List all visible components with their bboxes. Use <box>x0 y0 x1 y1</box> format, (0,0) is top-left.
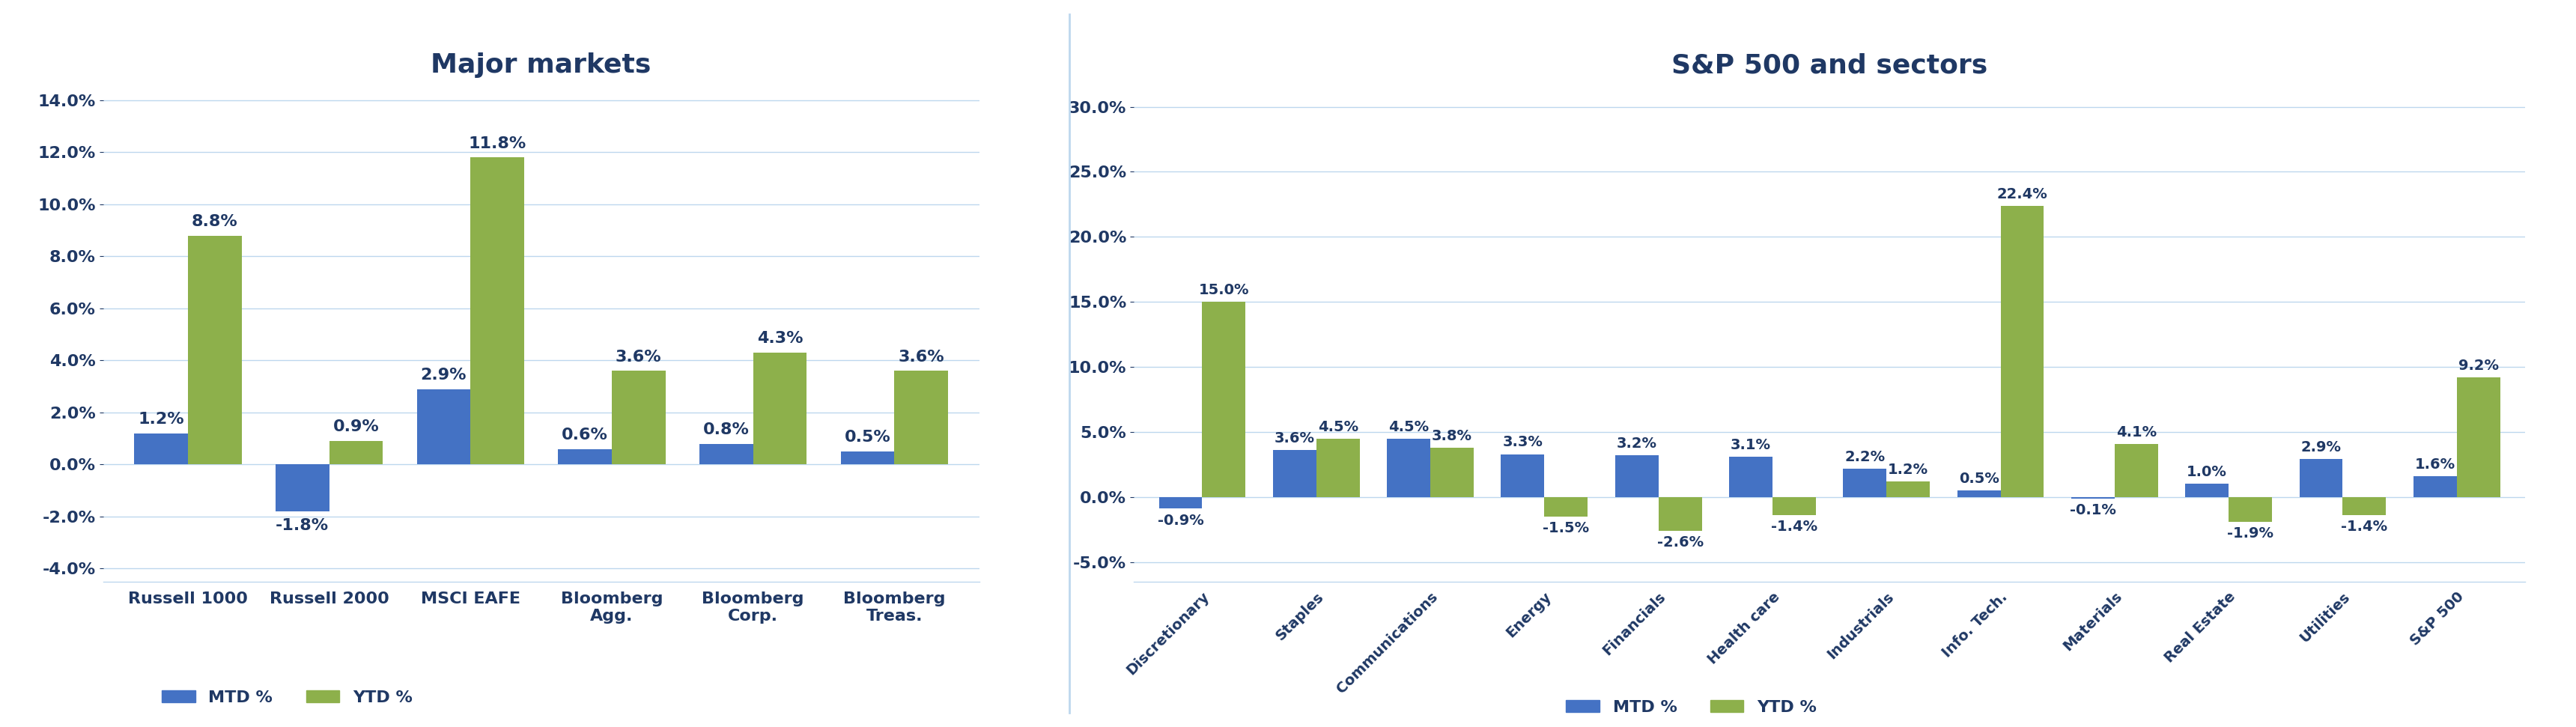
Legend: MTD %, YTD %: MTD %, YTD % <box>155 683 420 712</box>
Text: 0.9%: 0.9% <box>332 419 379 435</box>
Text: 9.2%: 9.2% <box>2458 358 2499 373</box>
Text: -1.9%: -1.9% <box>2226 526 2272 541</box>
Text: -0.1%: -0.1% <box>2069 503 2115 517</box>
Bar <box>1203 302 1244 497</box>
Bar <box>752 353 806 465</box>
Bar <box>2455 377 2499 497</box>
Text: 1.2%: 1.2% <box>1888 462 1927 477</box>
Bar <box>1999 206 2043 497</box>
Text: 0.8%: 0.8% <box>703 422 750 437</box>
Bar <box>2228 497 2272 522</box>
Bar <box>1772 497 1816 515</box>
Text: 4.5%: 4.5% <box>1388 419 1430 434</box>
Bar <box>1316 438 1360 497</box>
Text: -1.5%: -1.5% <box>1543 521 1589 535</box>
Bar <box>2342 497 2385 515</box>
Bar <box>559 449 611 465</box>
Bar <box>330 441 384 465</box>
Title: Major markets: Major markets <box>430 52 652 78</box>
Text: 3.2%: 3.2% <box>1615 437 1656 451</box>
Text: 11.8%: 11.8% <box>469 136 526 151</box>
Text: -1.8%: -1.8% <box>276 518 330 533</box>
Bar <box>1615 455 1659 497</box>
Bar <box>1543 497 1587 517</box>
Title: S&P 500 and sectors: S&P 500 and sectors <box>1672 52 1986 78</box>
Text: 0.5%: 0.5% <box>1958 472 1999 486</box>
Text: 0.6%: 0.6% <box>562 427 608 443</box>
Text: -1.4%: -1.4% <box>2342 520 2388 534</box>
Text: 3.8%: 3.8% <box>1432 429 1471 443</box>
Text: 8.8%: 8.8% <box>191 214 237 229</box>
Text: 15.0%: 15.0% <box>1198 283 1249 297</box>
Bar <box>1958 491 1999 497</box>
Bar <box>134 433 188 465</box>
Bar <box>1842 468 1886 497</box>
Bar <box>1659 497 1700 531</box>
Legend: MTD %, YTD %: MTD %, YTD % <box>1558 694 1824 722</box>
Bar <box>1886 481 1929 497</box>
Text: 4.1%: 4.1% <box>2115 425 2156 439</box>
Bar <box>2115 443 2156 497</box>
Text: -2.6%: -2.6% <box>1656 535 1703 550</box>
Text: 4.5%: 4.5% <box>1316 419 1358 434</box>
Bar <box>188 236 242 465</box>
Bar <box>417 389 471 465</box>
Bar <box>611 371 665 465</box>
Bar <box>2298 459 2342 497</box>
Text: 1.2%: 1.2% <box>139 411 183 427</box>
Text: -1.4%: -1.4% <box>1770 520 1816 534</box>
Text: 22.4%: 22.4% <box>1996 187 2048 201</box>
Text: 1.0%: 1.0% <box>2187 465 2226 480</box>
Bar <box>840 451 894 465</box>
Bar <box>1728 457 1772 497</box>
Text: 0.5%: 0.5% <box>845 430 891 445</box>
Bar <box>698 443 752 465</box>
Text: 3.6%: 3.6% <box>899 350 943 364</box>
Bar <box>1386 438 1430 497</box>
Text: 1.6%: 1.6% <box>2414 457 2455 472</box>
Text: 2.2%: 2.2% <box>1844 449 1886 464</box>
Bar <box>1273 450 1316 497</box>
Text: 2.9%: 2.9% <box>420 368 466 382</box>
Bar <box>2184 484 2228 497</box>
Bar <box>276 465 330 511</box>
Text: 3.6%: 3.6% <box>1275 431 1314 446</box>
Text: 4.3%: 4.3% <box>757 332 804 346</box>
Text: -0.9%: -0.9% <box>1157 513 1203 528</box>
Bar <box>1430 448 1473 497</box>
Bar <box>1502 454 1543 497</box>
Text: 2.9%: 2.9% <box>2300 441 2342 455</box>
Text: 3.3%: 3.3% <box>1502 435 1543 449</box>
Text: 3.6%: 3.6% <box>616 350 662 364</box>
Bar <box>1159 497 1203 509</box>
Bar <box>2071 497 2115 498</box>
Bar <box>894 371 948 465</box>
Text: 3.1%: 3.1% <box>1731 438 1770 452</box>
Bar <box>471 158 523 465</box>
Bar <box>2414 476 2455 497</box>
